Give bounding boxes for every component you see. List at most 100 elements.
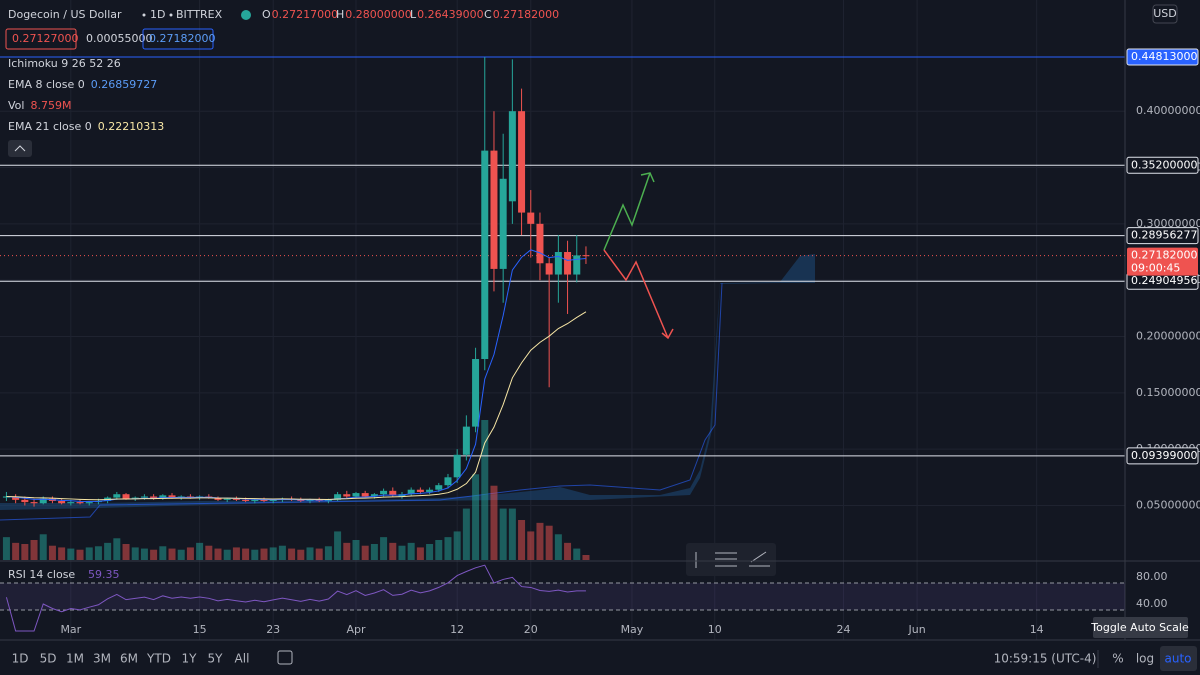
log-button[interactable]: log: [1136, 652, 1154, 666]
candle-body: [343, 494, 351, 497]
auto-button-bg[interactable]: [1160, 646, 1197, 671]
level-label: 0.35200000: [1131, 158, 1197, 171]
range-button[interactable]: 1Y: [182, 652, 198, 666]
candle-body: [527, 212, 535, 224]
volume-bar: [214, 548, 222, 560]
volume-bar: [536, 522, 544, 560]
volume-bar: [186, 547, 194, 560]
tooltip-text: Toggle Auto Scale: [1090, 621, 1189, 634]
currency-box[interactable]: [1152, 4, 1178, 24]
ema-line: [6, 249, 587, 503]
volume-bar: [462, 508, 470, 560]
indicator-value: 0.26859727: [91, 78, 157, 91]
ask-box[interactable]: [142, 28, 214, 50]
candle-body: [472, 359, 480, 427]
bid-box[interactable]: [5, 28, 77, 50]
candle-body: [508, 111, 516, 202]
level-label: 0.24904956: [1131, 274, 1197, 287]
level-label: 0.28956277: [1131, 229, 1197, 242]
separator: [169, 13, 173, 17]
range-button[interactable]: 5D: [40, 652, 57, 666]
candle-body: [242, 499, 250, 501]
ema-layer: [6, 249, 587, 503]
percent-button[interactable]: %: [1112, 652, 1123, 666]
volume-bar: [453, 531, 461, 560]
volume-bar: [389, 542, 397, 560]
currency: USD: [1153, 7, 1177, 20]
range-button[interactable]: 1M: [66, 652, 84, 666]
bid: 0.27127000: [12, 32, 78, 45]
spread: 0.00055000: [86, 32, 152, 45]
candle-body: [131, 497, 139, 499]
candle-body: [76, 502, 84, 504]
volume-bar: [334, 531, 342, 560]
separator: [142, 13, 146, 17]
candle-body: [518, 111, 526, 213]
level-label-box: [1126, 156, 1199, 174]
ohlc-key: H: [336, 8, 344, 21]
range-button[interactable]: 5Y: [208, 652, 224, 666]
volume-bar: [499, 508, 507, 560]
volume-bar: [85, 547, 93, 560]
candle-body: [2, 496, 10, 498]
volume-bar: [582, 554, 590, 560]
level-label: 0.09399000: [1131, 449, 1197, 462]
range-button[interactable]: 1D: [12, 652, 29, 666]
volume-layer: [2, 420, 590, 560]
candle-body: [352, 493, 360, 497]
volume-bar: [288, 548, 296, 560]
candle-body: [361, 493, 369, 497]
level-label-box: [1126, 48, 1199, 66]
candle-body: [140, 496, 148, 498]
candle-body: [214, 497, 222, 500]
candle-body: [582, 255, 590, 257]
candle-body: [370, 494, 378, 497]
candle-body: [159, 495, 167, 499]
exchange: BITTREX: [176, 8, 223, 21]
volume-bar: [140, 548, 148, 560]
range-button[interactable]: 3M: [93, 652, 111, 666]
volume-bar: [573, 548, 581, 560]
candle-body: [334, 494, 342, 500]
volume-bar: [361, 545, 369, 560]
range-button[interactable]: 6M: [120, 652, 138, 666]
candle-body: [407, 489, 415, 495]
volume-bar: [416, 547, 424, 560]
volume-bar: [205, 545, 213, 560]
level-label-box: [1126, 227, 1199, 245]
auto-button[interactable]: auto: [1164, 652, 1191, 666]
volume-bar: [490, 485, 498, 560]
collapse-button[interactable]: [8, 140, 32, 157]
candle-body: [260, 499, 268, 501]
candles-layer: [2, 57, 590, 507]
x-tick-label: 23: [266, 623, 280, 636]
goto-date-button[interactable]: [277, 650, 293, 665]
volume-bar: [104, 542, 112, 560]
x-tick-label: May: [621, 623, 644, 636]
candle-body: [389, 490, 397, 496]
drawing-arrow-down: [603, 249, 669, 339]
rsi-band: [0, 583, 1125, 610]
indicator-label: EMA 21 close 0: [8, 120, 92, 133]
grid: 0.050000000.100000000.150000000.20000000…: [0, 0, 1200, 640]
ohlc-key: C: [484, 8, 492, 21]
market-status[interactable]: [241, 10, 251, 20]
volume-bar: [278, 545, 286, 560]
candle-body: [150, 496, 158, 499]
volume-bar: [545, 525, 553, 560]
volume-bar: [444, 537, 452, 560]
range-button[interactable]: YTD: [146, 652, 171, 666]
candle-body: [499, 178, 507, 269]
range-button[interactable]: All: [235, 652, 250, 666]
volume-bar: [48, 545, 56, 560]
volume-bar: [251, 549, 259, 560]
volume-bar: [177, 549, 185, 560]
y-tick-label: 0.05000000: [1136, 498, 1200, 511]
volume-bar: [159, 546, 167, 560]
volume-bar: [435, 540, 443, 560]
x-tick-label: 15: [193, 623, 207, 636]
candle-body: [554, 252, 562, 275]
ema-line: [6, 311, 587, 501]
